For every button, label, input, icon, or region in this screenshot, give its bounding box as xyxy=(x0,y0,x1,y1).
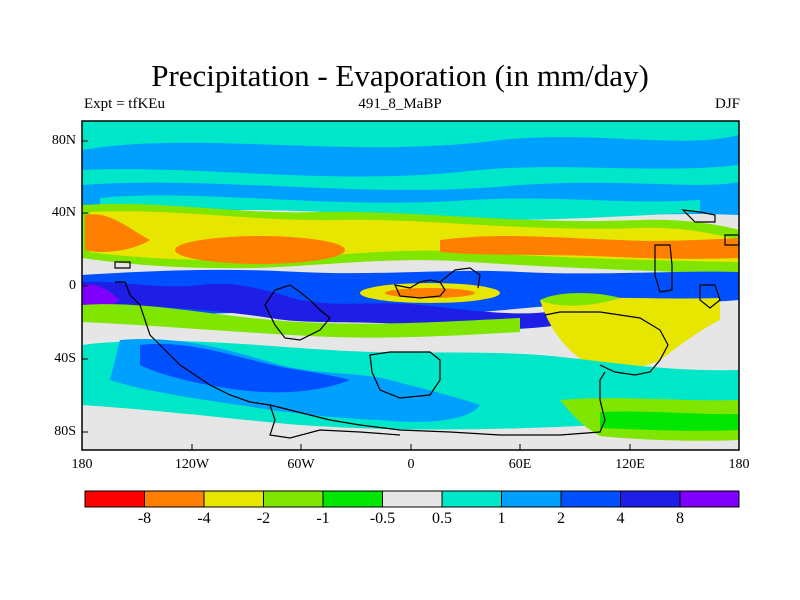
colorbar-label-2: -4 xyxy=(197,510,211,527)
field-dry-asia xyxy=(440,235,739,259)
colorbar-bin-4 xyxy=(263,491,323,507)
field-arctic-wet xyxy=(82,135,739,177)
colorbar-label-8: 2 xyxy=(557,510,565,527)
lat-label-40n: 40N xyxy=(51,205,76,220)
plot-title: Precipitation - Evaporation (in mm/day) xyxy=(151,58,649,93)
colorbar-bin-10 xyxy=(620,491,680,507)
outline-south-america-north xyxy=(264,284,331,341)
field-dry-pacific xyxy=(175,236,345,264)
outline-equatorial-east xyxy=(439,267,481,289)
field-eq-orange xyxy=(385,288,475,298)
colorbar-bin-8 xyxy=(501,491,561,507)
season-label: DJF xyxy=(714,96,740,112)
colorbar-label-4: -1 xyxy=(316,510,330,527)
lon-label-120e: 120E xyxy=(615,457,645,472)
colorbar-bin-11 xyxy=(680,491,739,507)
field-south-pacific-darkblue xyxy=(140,343,350,393)
lat-label-40s: 40S xyxy=(54,351,76,366)
lon-label-0: 0 xyxy=(407,457,415,472)
field-storm-track-inner xyxy=(100,195,700,221)
lon-label-120w: 120W xyxy=(174,457,210,472)
lon-label-180e: 180 xyxy=(728,457,750,472)
field-itcz-darkblue xyxy=(82,281,560,330)
colorbar-bin-1 xyxy=(85,491,145,507)
outline-australia xyxy=(544,311,669,376)
period-label: 491_8_MaBP xyxy=(358,96,442,112)
colorbar-label-7: 1 xyxy=(497,510,506,527)
map-frame xyxy=(81,120,740,451)
outline-south-shelf xyxy=(269,404,401,439)
map-field xyxy=(82,121,739,450)
outline-africa-south xyxy=(369,351,441,399)
colorbar-bin-2 xyxy=(144,491,204,507)
field-dry-west xyxy=(85,214,150,252)
colorbar xyxy=(84,490,740,508)
field-south-lime xyxy=(82,304,520,338)
outline-east-island xyxy=(699,284,721,309)
lon-label-180w: 180 xyxy=(71,457,93,472)
colorbar-label-9: 4 xyxy=(616,510,625,527)
colorbar-bin-7 xyxy=(442,491,502,507)
outline-north-east xyxy=(681,209,716,223)
field-antarctic xyxy=(82,405,739,450)
colorbar-label-3: -2 xyxy=(256,510,271,527)
colorbar-label-10: 8 xyxy=(676,510,684,527)
colorbar-bin-3 xyxy=(204,491,264,507)
outline-east-asia xyxy=(654,244,673,293)
lon-label-60e: 60E xyxy=(508,457,532,472)
colorbar-label-5: -0.5 xyxy=(369,510,396,527)
field-australia-dry xyxy=(540,297,720,370)
lat-label-80n: 80N xyxy=(51,133,76,148)
colorbar-label-6: 0.5 xyxy=(432,510,452,527)
colorbar-bin-5 xyxy=(323,491,383,507)
outline-equatorial-block xyxy=(393,279,446,299)
continent-outlines xyxy=(114,209,740,439)
lat-label-0: 0 xyxy=(69,278,76,293)
field-south-indian-green xyxy=(600,411,739,431)
field-australia-edge xyxy=(540,293,620,306)
colorbar-label-1: -8 xyxy=(137,510,152,527)
colorbar-bin-9 xyxy=(561,491,621,507)
experiment-label: Expt = tfKEu xyxy=(84,96,165,112)
lat-label-80s: 80S xyxy=(54,424,76,439)
colorbar-border xyxy=(84,490,740,508)
lon-label-60w: 60W xyxy=(287,457,315,472)
outline-island-west xyxy=(114,261,131,269)
colorbar-bin-6 xyxy=(382,491,442,507)
